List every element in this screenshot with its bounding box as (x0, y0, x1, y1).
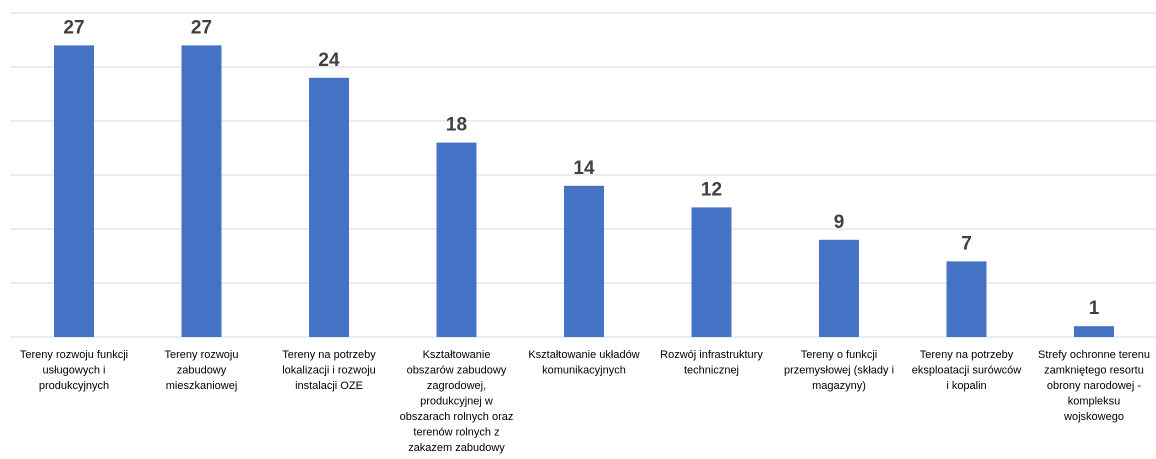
bar (1074, 326, 1114, 337)
category-label-line: zagrodowej, (427, 380, 486, 392)
category-label-line: produkcyjnych (39, 380, 109, 392)
bar (436, 142, 477, 337)
category-label-line: Kształtowanie (423, 349, 491, 361)
data-label: 7 (961, 233, 972, 254)
category-label-line: obszarach rolnych oraz (400, 411, 514, 423)
data-label: 9 (834, 212, 845, 233)
category-label-line: produkcyjnej w (420, 396, 493, 408)
data-label: 14 (573, 158, 595, 179)
category-label: Kształtowanie obszarów zabudowy zagrodowej… (400, 349, 514, 454)
bar (691, 207, 732, 337)
bar (819, 239, 859, 337)
category-label-line: instalacji OZE (295, 380, 363, 392)
category-label: Strefy ochronne terenu zamkniętego resort… (1038, 349, 1150, 423)
category-label-line: zamkniętego resortu (1044, 365, 1144, 377)
category-label-line: Rozwój infrastruktury (660, 349, 763, 361)
category-label-line: technicznej (684, 365, 739, 377)
category-label: Tereny o funkcji przemysłowej (składy i ma… (784, 349, 894, 392)
bars (54, 45, 1114, 338)
category-label-line: wojskowego (1063, 411, 1124, 423)
category-label-line: i kopalin (946, 380, 986, 392)
category-label: Tereny na potrzeby lokalizacji i rozwoju i… (282, 349, 376, 392)
category-label-line: Strefy ochronne terenu (1038, 349, 1150, 361)
category-labels: Tereny rozwoju funkcji usługowych i produk… (20, 349, 1150, 454)
category-label-line: kompleksu (1068, 396, 1121, 408)
category-label-line: mieszkaniowej (166, 380, 238, 392)
category-label-line: obrony narodowej - (1047, 380, 1142, 392)
data-label: 18 (446, 115, 467, 136)
category-label-line: zakazem zabudowy (408, 442, 505, 454)
category-label-line: usługowych i (43, 365, 106, 377)
category-label-line: Tereny rozwoju funkcji (20, 349, 128, 361)
bar (181, 45, 222, 338)
category-label: Tereny na potrzeby eksploatacji surówców i… (912, 349, 1021, 392)
category-label-line: terenów rolnych z (413, 427, 499, 439)
category-label-line: Tereny rozwoju (165, 349, 239, 361)
bar (54, 45, 94, 338)
category-label-line: komunikacyjnych (542, 365, 626, 377)
category-label-line: Kształtowanie układów (528, 349, 639, 361)
category-label-line: zabudowy (177, 365, 227, 377)
category-label: Kształtowanie układów komunikacyjnych (528, 349, 639, 377)
category-label-line: przemysłowej (składy i (784, 365, 894, 377)
data-label: 1 (1089, 298, 1100, 319)
data-label: 12 (701, 179, 722, 200)
category-label-line: obszarów zabudowy (407, 365, 507, 377)
category-label-line: Tereny o funkcji (801, 349, 877, 361)
category-label: Tereny rozwoju funkcji usługowych i produk… (20, 349, 128, 392)
category-label: Rozwój infrastruktury technicznej (660, 349, 763, 377)
category-label-line: Tereny na potrzeby (920, 349, 1014, 361)
value-labels: 27 27 24 18 14 12 9 7 1 (63, 17, 1099, 319)
category-label-line: Tereny na potrzeby (282, 349, 376, 361)
bar (946, 261, 987, 337)
data-label: 24 (318, 50, 340, 71)
category-label-line: eksploatacji surówców (912, 365, 1021, 377)
data-label: 27 (63, 17, 84, 38)
category-label: Tereny rozwoju zabudowy mieszkaniowej (165, 349, 239, 392)
category-label-line: magazyny) (812, 380, 866, 392)
data-label: 27 (191, 17, 212, 38)
bar (564, 185, 604, 337)
category-label-line: lokalizacji i rozwoju (282, 365, 376, 377)
bar (309, 77, 349, 338)
